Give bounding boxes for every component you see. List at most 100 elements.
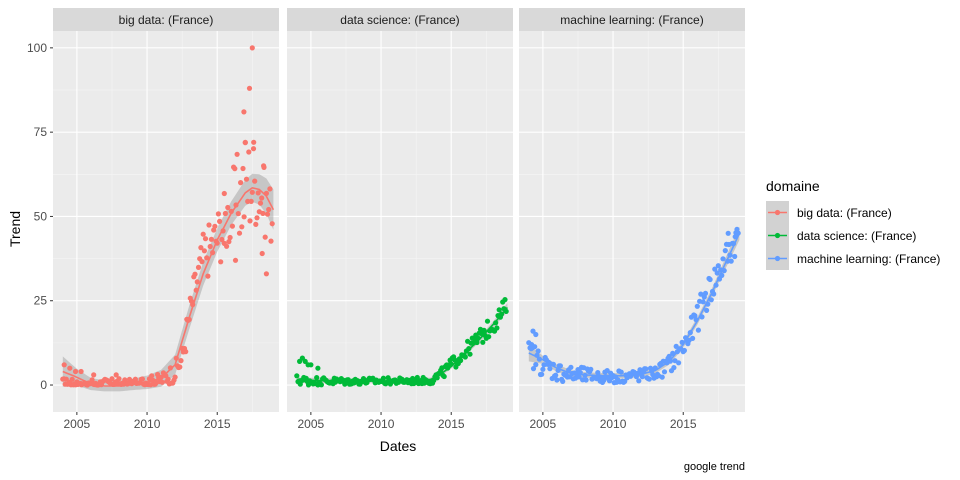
legend-title: domaine	[766, 178, 820, 194]
data-point	[618, 369, 624, 375]
data-point	[314, 375, 320, 381]
data-point	[714, 270, 720, 276]
data-point	[78, 368, 84, 375]
data-point	[345, 377, 351, 383]
data-point	[221, 240, 227, 246]
data-point	[708, 297, 714, 303]
data-point	[308, 362, 314, 368]
data-point	[643, 366, 649, 372]
data-point	[67, 365, 73, 371]
legend-key-point	[774, 209, 781, 216]
y-tick-label: 25	[34, 294, 48, 308]
data-point	[238, 180, 244, 186]
data-point	[215, 211, 221, 217]
data-point	[222, 210, 228, 217]
data-point	[679, 339, 685, 345]
data-point	[639, 374, 645, 380]
data-point	[173, 355, 179, 361]
legend-item: machine learning: (France)	[766, 247, 940, 270]
data-point	[588, 366, 594, 372]
data-point	[89, 377, 95, 383]
data-point	[652, 365, 658, 371]
y-axis: 0 25 50 75 100	[27, 41, 53, 392]
data-point	[248, 198, 254, 204]
facet-strip-label: machine learning: (France)	[560, 13, 703, 27]
data-point	[498, 311, 505, 317]
data-point	[233, 202, 239, 208]
data-point	[694, 303, 700, 309]
data-point	[235, 211, 241, 217]
data-point	[441, 373, 447, 380]
data-point	[452, 357, 458, 363]
data-point	[700, 299, 706, 305]
data-point	[204, 255, 210, 261]
data-point	[206, 222, 212, 228]
data-point	[91, 372, 97, 378]
data-point	[228, 208, 234, 214]
data-point	[730, 241, 737, 247]
y-axis-title: Trend	[7, 211, 23, 247]
legend-key-point	[774, 255, 781, 262]
data-point	[474, 339, 480, 346]
data-point	[670, 350, 676, 356]
x-tick-label: 2010	[134, 417, 161, 431]
facet-strip	[519, 8, 745, 31]
data-point	[582, 372, 588, 378]
data-point	[560, 378, 566, 384]
data-point	[486, 334, 492, 340]
data-point	[246, 85, 253, 91]
panel-background	[53, 31, 279, 412]
data-point	[109, 376, 115, 382]
data-point	[193, 287, 199, 293]
confidence-band	[62, 173, 274, 392]
data-point	[63, 376, 69, 382]
data-point	[534, 352, 540, 358]
data-point	[259, 195, 265, 201]
y-tick-label: 75	[34, 125, 48, 139]
data-point	[533, 331, 539, 338]
facet-strip	[287, 8, 513, 31]
data-point	[186, 316, 192, 323]
data-point	[667, 358, 674, 364]
data-point	[246, 149, 252, 155]
data-point	[252, 178, 258, 184]
data-point	[249, 189, 255, 195]
data-point	[159, 379, 165, 385]
data-point	[721, 268, 727, 274]
data-point	[183, 349, 189, 355]
data-point	[583, 377, 589, 383]
facet-panel: machine learning: (France) 2005 2010 2015	[519, 8, 745, 431]
caption: google trend	[684, 461, 745, 473]
data-point	[380, 375, 386, 381]
data-point	[595, 370, 601, 376]
data-point	[448, 361, 454, 367]
data-point	[195, 264, 202, 270]
legend-label: big data: (France)	[797, 206, 892, 220]
data-point	[503, 308, 509, 314]
legend: domaine big data: (France) data science: …	[766, 178, 940, 270]
data-point	[165, 376, 171, 382]
facet-strip-label: data science: (France)	[340, 13, 459, 27]
data-point	[249, 45, 255, 51]
data-point	[539, 371, 545, 377]
x-tick-label: 2005	[530, 417, 557, 431]
data-point	[681, 347, 688, 354]
x-tick-label: 2015	[438, 417, 465, 431]
data-point	[318, 382, 324, 388]
x-axis-title: Dates	[380, 438, 417, 454]
data-point	[727, 252, 733, 258]
data-point	[253, 221, 259, 227]
data-point	[113, 372, 119, 378]
data-point	[263, 190, 269, 196]
legend-keys: big data: (France) data science: (France)…	[766, 201, 940, 270]
data-point	[699, 314, 705, 320]
data-point	[250, 146, 257, 152]
data-point	[214, 240, 220, 246]
data-point	[232, 166, 238, 172]
data-point	[205, 273, 211, 279]
data-point	[722, 248, 728, 254]
x-tick-label: 2005	[298, 417, 325, 431]
data-point	[414, 374, 420, 381]
data-point	[243, 176, 250, 182]
data-point	[705, 301, 711, 307]
